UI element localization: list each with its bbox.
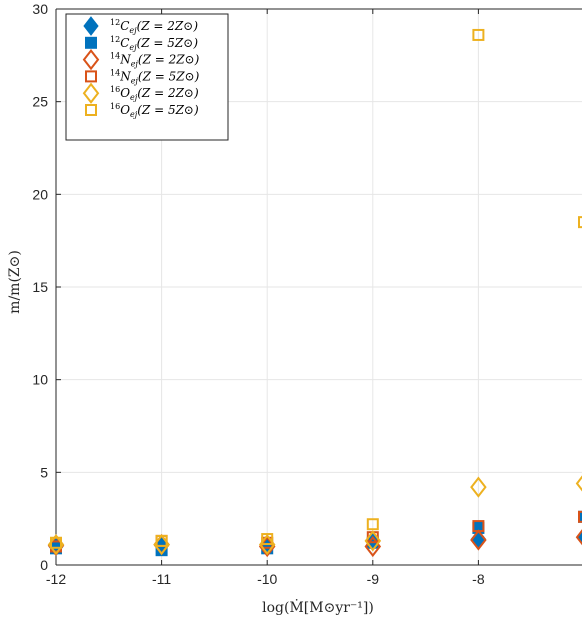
data-point-s5 (366, 518, 379, 531)
data-point-s3 (578, 510, 582, 523)
data-point-s4 (470, 476, 487, 498)
y-tick-label: 0 (40, 557, 48, 573)
legend-label: 16Oej(Z = 2Z⊙) (110, 85, 199, 102)
x-axis-label: log(Ṁ[M⊙yr⁻¹]) (262, 598, 374, 616)
legend-marker (85, 70, 97, 83)
legend: 12Cej(Z = 2Z⊙)12Cej(Z = 5Z⊙)14Nej(Z = 2Z… (65, 13, 229, 141)
x-tick-label: -8 (472, 571, 485, 587)
y-tick-label: 30 (32, 1, 48, 17)
legend-marker (83, 16, 99, 36)
legend-marker (85, 104, 97, 116)
y-axis-label: m/m(Z⊙) (7, 250, 23, 314)
legend-marker (82, 82, 100, 104)
x-tick-label: -10 (257, 571, 277, 587)
y-tick-label: 15 (32, 279, 48, 295)
y-tick-label: 20 (32, 186, 48, 202)
legend-label: 16Oej(Z = 5Z⊙) (110, 102, 199, 119)
x-tick-label: -11 (152, 571, 171, 587)
legend-box (65, 13, 229, 141)
data-point-s1 (155, 544, 168, 557)
data-point-s5 (578, 216, 582, 229)
y-tick-label: 25 (32, 94, 48, 110)
axes (55, 8, 582, 566)
data-point-s4 (575, 475, 582, 492)
y-tick-label: 10 (32, 372, 48, 388)
data-point-s2 (575, 529, 582, 546)
x-tick-label: -9 (367, 571, 380, 587)
data-point-s5 (155, 534, 168, 547)
data-point-s4 (364, 530, 382, 552)
legend-label: 14Nej(Z = 2Z⊙) (110, 52, 200, 69)
legend-label: 12Cej(Z = 2Z⊙) (110, 18, 198, 35)
data-point-s5 (472, 28, 485, 41)
legend-label: 14Nej(Z = 5Z⊙) (110, 68, 200, 85)
data-point-s5 (261, 533, 274, 546)
x-tick-label: -12 (46, 571, 66, 587)
y-tick-label: 5 (40, 464, 48, 480)
legend-marker (82, 48, 100, 71)
data-point-s2 (470, 529, 487, 551)
legend-label: 12Cej(Z = 5Z⊙) (110, 35, 198, 52)
data-point-s5 (50, 536, 62, 549)
data-points (47, 28, 582, 558)
legend-marker (85, 36, 97, 49)
data-point-s3 (472, 520, 485, 533)
